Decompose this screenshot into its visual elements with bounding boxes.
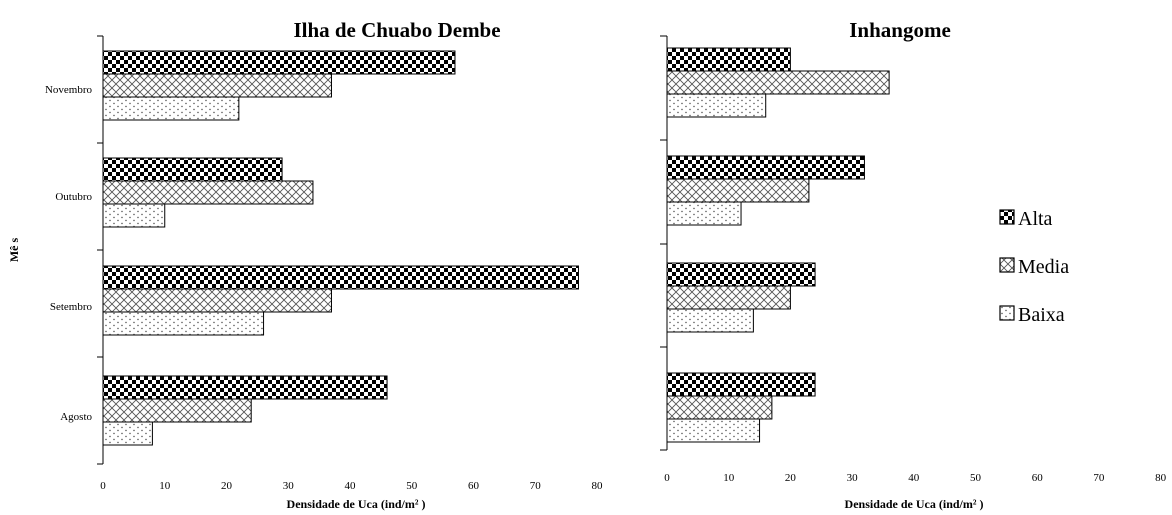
y-tick-label: Novembro <box>45 84 93 96</box>
x-tick-labels: 0 10 20 30 40 50 60 70 80 <box>100 480 603 492</box>
y-axis-title: Mê s <box>7 238 21 263</box>
x-tick-label: 30 <box>283 480 295 492</box>
bar-media-setembro <box>666 285 791 310</box>
bar-media-outubro <box>102 180 314 205</box>
y-axis-ticks <box>97 35 103 465</box>
bar-baixa-agosto <box>102 421 153 446</box>
bar-alta-agosto <box>102 375 388 400</box>
chart-inhangome: Inhangome 0 10 20 30 40 50 60 70 80 Densidade de… <box>660 18 1167 511</box>
bar-baixa-novembro <box>666 93 767 118</box>
x-tick-label: 80 <box>1155 472 1167 484</box>
bar-media-setembro <box>102 288 332 313</box>
bar-alta-outubro <box>666 155 865 180</box>
x-tick-label: 70 <box>530 480 542 492</box>
bar-media-outubro <box>666 178 810 203</box>
x-tick-label: 80 <box>592 480 604 492</box>
bar-alta-setembro <box>102 265 579 290</box>
bar-baixa-agosto <box>666 418 761 443</box>
bar-alta-setembro <box>666 262 816 287</box>
x-tick-label: 30 <box>847 472 859 484</box>
legend-swatch-media <box>999 257 1015 273</box>
x-tick-labels: 0 10 20 30 40 50 60 70 80 <box>664 472 1166 484</box>
bar-media-agosto <box>666 395 773 420</box>
chart-ilha-de-chuabo-dembe: Ilha de Chuabo Dembe Novembro Outubro Se… <box>7 18 603 511</box>
y-tick-label: Setembro <box>50 301 93 313</box>
y-tick-label: Agosto <box>60 411 92 423</box>
bar-baixa-setembro <box>102 311 265 336</box>
x-tick-label: 70 <box>1093 472 1105 484</box>
x-tick-label: 20 <box>221 480 233 492</box>
x-tick-label: 50 <box>970 472 982 484</box>
x-tick-label: 60 <box>1032 472 1044 484</box>
x-tick-label: 50 <box>406 480 418 492</box>
legend-swatch-alta <box>999 209 1015 225</box>
x-axis-title: Densidade de Uca (ind/m² ) <box>287 497 426 511</box>
bar-alta-novembro <box>666 47 791 72</box>
bar-media-novembro <box>666 70 890 95</box>
x-tick-label: 0 <box>100 480 106 492</box>
x-tick-label: 10 <box>723 472 735 484</box>
bar-baixa-novembro <box>102 96 240 121</box>
bar-baixa-outubro <box>102 203 166 228</box>
bar-alta-novembro <box>102 50 456 75</box>
legend-label-media: Media <box>1018 256 1069 278</box>
bars <box>666 47 890 443</box>
legend-swatch-baixa <box>999 305 1015 321</box>
chart-title: Inhangome <box>849 18 951 42</box>
x-tick-label: 40 <box>908 472 920 484</box>
bars <box>102 50 579 446</box>
chart-title: Ilha de Chuabo Dembe <box>293 18 500 42</box>
x-tick-label: 10 <box>159 480 171 492</box>
x-axis-title: Densidade de Uca (ind/m² ) <box>845 497 984 511</box>
bar-alta-agosto <box>666 372 816 397</box>
legend: Alta Media Baixa <box>999 208 1069 326</box>
x-tick-label: 60 <box>468 480 480 492</box>
y-axis-ticks <box>660 35 667 451</box>
x-tick-label: 20 <box>785 472 797 484</box>
y-tick-label: Outubro <box>55 191 92 203</box>
bar-baixa-outubro <box>666 201 742 226</box>
bar-media-agosto <box>102 398 252 423</box>
x-tick-label: 40 <box>345 480 357 492</box>
legend-label-alta: Alta <box>1018 208 1053 230</box>
bar-baixa-setembro <box>666 308 754 333</box>
bar-media-novembro <box>102 73 332 98</box>
bar-alta-outubro <box>102 157 283 182</box>
x-tick-label: 0 <box>664 472 670 484</box>
legend-label-baixa: Baixa <box>1018 304 1065 326</box>
